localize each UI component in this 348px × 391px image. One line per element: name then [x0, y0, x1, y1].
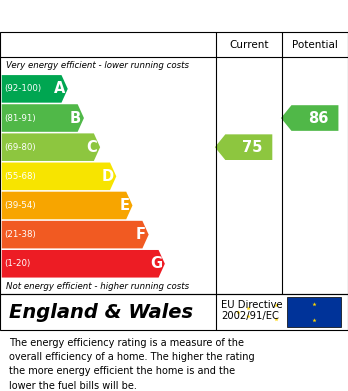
Text: (69-80): (69-80): [4, 143, 36, 152]
Text: E: E: [120, 198, 130, 213]
Text: The energy efficiency rating is a measure of the
overall efficiency of a home. T: The energy efficiency rating is a measur…: [9, 338, 254, 391]
Text: (81-91): (81-91): [4, 113, 36, 122]
Text: England & Wales: England & Wales: [9, 303, 193, 322]
Polygon shape: [2, 75, 68, 103]
Polygon shape: [2, 163, 116, 190]
Polygon shape: [2, 133, 100, 161]
Polygon shape: [281, 105, 338, 131]
Text: Energy Efficiency Rating: Energy Efficiency Rating: [9, 7, 249, 25]
Polygon shape: [2, 104, 84, 132]
Text: (39-54): (39-54): [4, 201, 36, 210]
Text: C: C: [87, 140, 97, 155]
Bar: [287, 297, 341, 328]
Text: A: A: [54, 81, 65, 96]
Text: D: D: [101, 169, 113, 184]
Text: 75: 75: [242, 140, 262, 155]
Text: 86: 86: [308, 111, 329, 126]
Polygon shape: [2, 221, 149, 248]
Text: (1-20): (1-20): [4, 259, 30, 268]
Polygon shape: [2, 250, 165, 278]
Polygon shape: [215, 135, 272, 160]
Text: EU Directive
2002/91/EC: EU Directive 2002/91/EC: [221, 300, 283, 321]
Text: G: G: [150, 256, 162, 271]
Text: (92-100): (92-100): [4, 84, 41, 93]
Text: B: B: [70, 111, 81, 126]
Text: F: F: [136, 227, 146, 242]
Polygon shape: [2, 192, 133, 219]
Text: (55-68): (55-68): [4, 172, 36, 181]
Text: Not energy efficient - higher running costs: Not energy efficient - higher running co…: [6, 282, 189, 291]
Text: Very energy efficient - lower running costs: Very energy efficient - lower running co…: [6, 61, 189, 70]
Text: Current: Current: [229, 40, 269, 50]
Text: (21-38): (21-38): [4, 230, 36, 239]
Text: Potential: Potential: [292, 40, 338, 50]
